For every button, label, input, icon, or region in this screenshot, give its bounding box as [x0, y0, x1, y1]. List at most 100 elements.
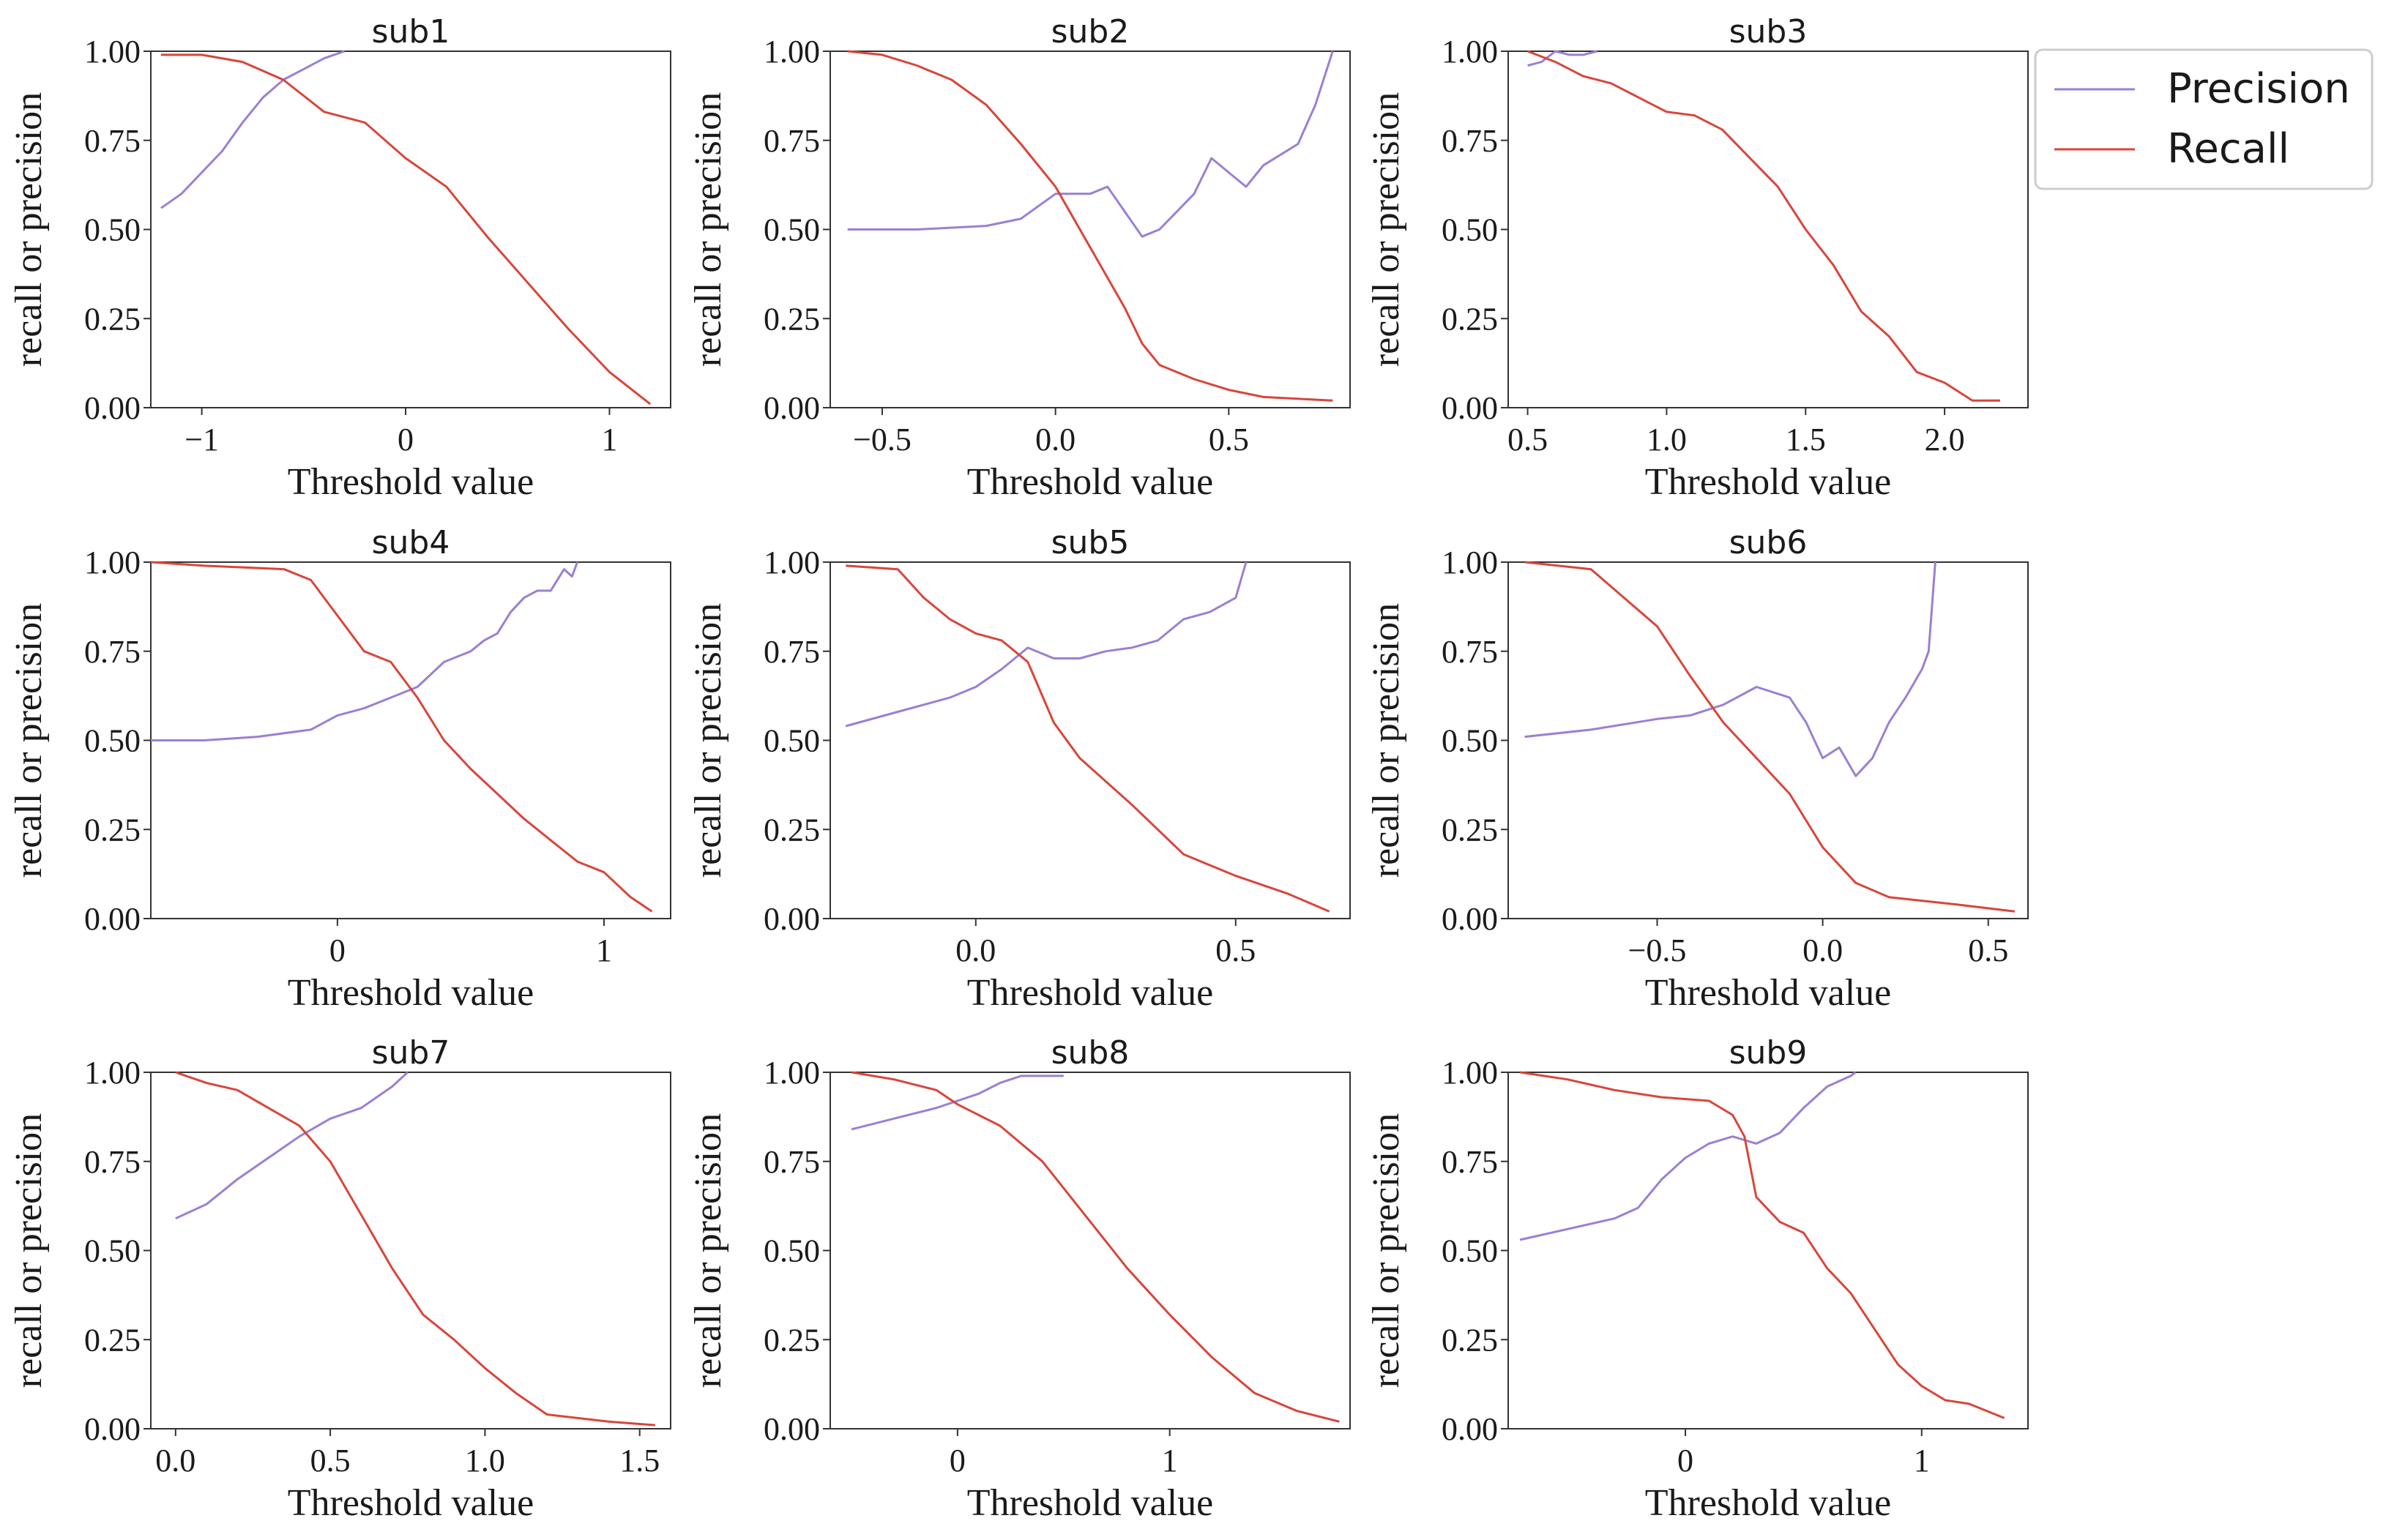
- y-tick-label: 1.00: [764, 34, 820, 70]
- x-tick-label: 1: [596, 932, 612, 968]
- precision-line: [175, 1071, 409, 1220]
- recall-line: [175, 1071, 656, 1427]
- x-tick-label: 0: [398, 422, 414, 457]
- y-tick-label: 0.25: [84, 301, 141, 337]
- recall-line: [150, 561, 653, 913]
- y-tick-label: 0.75: [1442, 1144, 1498, 1180]
- subplot-sub6: 0.00 0.25 0.50 0.75 1.00 −0.5 0.0 0.5 sub6 Thresh…: [1365, 524, 2029, 1014]
- y-tick-label: 0.75: [84, 634, 141, 670]
- x-axis-label: Threshold value: [288, 972, 534, 1014]
- y-tick-label: 1.00: [1442, 545, 1498, 580]
- recall-line: [1519, 1071, 2005, 1419]
- plot-area: [1507, 1072, 2029, 1429]
- y-tick-label: 0.50: [764, 723, 820, 759]
- x-tick-label: 0: [329, 932, 346, 968]
- plot-area: [1507, 561, 2029, 919]
- y-axis-label: recall or precision: [687, 1113, 729, 1388]
- y-tick-label: 0.75: [84, 1144, 141, 1180]
- panel-title: sub3: [1729, 13, 1808, 51]
- y-tick-label: 0.75: [764, 1144, 820, 1180]
- x-tick-label: 1.5: [1786, 422, 1826, 457]
- y-tick-label: 0.00: [764, 1411, 820, 1447]
- x-tick-label: 0.0: [1802, 932, 1843, 968]
- legend-box: [2034, 48, 2374, 190]
- y-tick-label: 0.50: [764, 212, 820, 248]
- y-tick-label: 0.50: [1442, 1233, 1498, 1269]
- y-tick-label: 0.25: [84, 812, 141, 848]
- x-axis-label: Threshold value: [288, 461, 534, 503]
- x-axis-label: Threshold value: [1645, 1482, 1891, 1524]
- x-tick-label: 0.5: [1209, 422, 1249, 457]
- panel-title: sub6: [1729, 524, 1808, 561]
- subplot-sub9: 0.00 0.25 0.50 0.75 1.00 0 1 sub9 Threshold valu…: [1365, 1034, 2029, 1524]
- precision-line: [160, 50, 345, 209]
- x-tick-label: 1.0: [465, 1443, 505, 1479]
- panel-title: sub2: [1051, 13, 1130, 51]
- y-tick-label: 0.25: [1442, 812, 1498, 848]
- y-tick-label: 1.00: [1442, 1055, 1498, 1091]
- y-tick-label: 0.00: [1442, 390, 1498, 426]
- y-tick-label: 0.75: [764, 123, 820, 159]
- y-axis-label: recall or precision: [8, 92, 50, 367]
- plot-area: [829, 1072, 1351, 1429]
- y-tick-label: 0.25: [764, 301, 820, 337]
- y-tick-label: 0.00: [84, 1411, 141, 1447]
- plot-area: [150, 51, 671, 408]
- y-axis-label: recall or precision: [1365, 1113, 1407, 1388]
- y-tick-label: 1.00: [764, 1055, 820, 1091]
- subplot-sub2: 0.00 0.25 0.50 0.75 1.00 −0.5 0.0 0.5 sub2 Thresh…: [687, 13, 1351, 503]
- x-tick-label: 0.5: [1968, 932, 2008, 968]
- y-axis-label: recall or precision: [1365, 603, 1407, 878]
- plot-area: [150, 561, 671, 919]
- subplot-sub4: 0.00 0.25 0.50 0.75 1.00 0 1 sub4 Threshold valu…: [8, 524, 671, 1014]
- precision-line: [851, 1074, 1064, 1131]
- x-axis-label: Threshold value: [967, 461, 1213, 503]
- x-tick-label: 1: [1914, 1443, 1930, 1479]
- y-tick-label: 0.75: [1442, 123, 1498, 159]
- subplot-sub3: 0.00 0.25 0.50 0.75 1.00 0.5 1.0 1.5 2.0 sub3 Thre…: [1365, 13, 2029, 503]
- x-tick-label: 2.0: [1925, 422, 1965, 457]
- x-tick-label: 1: [601, 422, 617, 457]
- precision-line: [1524, 561, 1936, 777]
- subplot-sub5: 0.00 0.25 0.50 0.75 1.00 0.0 0.5 sub5 Threshold …: [687, 524, 1351, 1014]
- precision-line: [847, 51, 1334, 238]
- legend-precision-label: Precision: [2167, 65, 2350, 113]
- y-axis-label: recall or precision: [687, 603, 729, 878]
- x-axis-label: Threshold value: [1645, 461, 1891, 503]
- y-tick-label: 0.25: [764, 1322, 820, 1358]
- y-tick-label: 0.75: [764, 634, 820, 670]
- plot-area: [150, 1072, 671, 1429]
- y-tick-label: 1.00: [84, 1055, 141, 1091]
- x-tick-label: 0.0: [955, 932, 996, 968]
- x-tick-label: 0.5: [1215, 932, 1256, 968]
- x-tick-label: 1: [1162, 1443, 1178, 1479]
- x-tick-label: 0: [950, 1443, 966, 1479]
- legend-recall-label: Recall: [2167, 125, 2289, 173]
- y-tick-label: 0.50: [84, 212, 141, 248]
- recall-line: [846, 564, 1330, 913]
- y-tick-label: 0.25: [84, 1322, 141, 1358]
- recall-line: [1527, 50, 2000, 402]
- y-axis-label: recall or precision: [687, 92, 729, 367]
- y-tick-label: 0.50: [764, 1233, 820, 1269]
- recall-line: [847, 50, 1333, 402]
- y-tick-label: 0.50: [1442, 723, 1498, 759]
- x-tick-label: 0: [1677, 1443, 1693, 1479]
- y-tick-label: 0.25: [1442, 301, 1498, 337]
- y-tick-label: 0.00: [84, 901, 141, 937]
- precision-line: [1527, 50, 1597, 67]
- panel-title: sub9: [1729, 1034, 1808, 1072]
- recall-line: [1524, 561, 2016, 913]
- x-tick-label: 0.5: [1507, 422, 1548, 457]
- x-tick-label: −1: [184, 422, 219, 457]
- panel-title: sub4: [372, 524, 450, 561]
- y-tick-label: 0.00: [1442, 1411, 1498, 1447]
- y-tick-label: 0.50: [1442, 212, 1498, 248]
- plot-area: [1507, 51, 2029, 408]
- y-tick-label: 1.00: [84, 34, 141, 70]
- x-tick-label: 1.5: [619, 1443, 660, 1479]
- y-tick-label: 0.50: [84, 1233, 141, 1269]
- y-axis-label: recall or precision: [8, 1113, 50, 1388]
